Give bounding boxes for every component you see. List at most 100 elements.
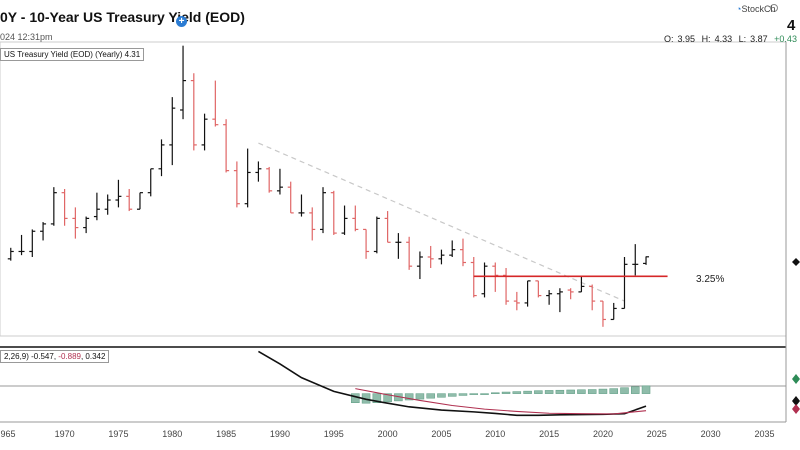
ohlc-bar (190, 73, 197, 151)
ohlc-bar (341, 205, 348, 235)
x-tick-label: 2015 (539, 429, 560, 439)
histogram-bar (523, 390, 532, 394)
chart-title: 0Y - 10-Year US Treasury Yield (EOD) (0, 9, 245, 25)
ohlc-bar (599, 300, 606, 327)
ohlc-bars (7, 45, 650, 327)
histogram-bar (480, 393, 489, 395)
histogram-bar (566, 389, 575, 394)
ohlc-bar (643, 256, 650, 265)
signal-marker-icon (792, 404, 800, 414)
x-tick-label: 2000 (377, 429, 398, 439)
ohlc-bar (309, 207, 316, 241)
x-tick-label: 1975 (108, 429, 129, 439)
ohlc-bar (40, 222, 47, 241)
ohlc-bar (244, 148, 251, 208)
histogram-bar (631, 386, 640, 394)
histogram-bar (641, 385, 651, 394)
ohlc-bar (481, 262, 488, 298)
histogram-bar (620, 387, 629, 394)
ohlc-bar (567, 288, 574, 300)
ohlc-bar (395, 233, 402, 259)
ohlc-bar (104, 194, 111, 215)
ohlc-bar (7, 247, 14, 261)
x-tick-label: 1995 (323, 429, 344, 439)
ohlc-bar (459, 238, 466, 267)
ohlc-bar (50, 187, 57, 226)
macd-histogram (351, 385, 651, 404)
ohlc-bar (233, 161, 240, 208)
ohlc-bar (503, 268, 510, 305)
ohlc-bar (93, 192, 100, 221)
ohlc-bar (223, 119, 230, 173)
ohlc-bar (416, 251, 423, 280)
ohlc-bar (330, 190, 337, 235)
histogram-bar (404, 393, 414, 401)
last-price: 4 (787, 17, 796, 34)
add-symbol-icon[interactable]: + (176, 16, 187, 27)
histogram-bar (534, 390, 543, 394)
ohlc-bar (427, 245, 434, 269)
ohlc-bar (578, 276, 585, 293)
ohlc-bar (632, 244, 639, 276)
ohlc-bar (610, 302, 617, 321)
ohlc-bar (449, 240, 456, 257)
trendline[interactable] (258, 142, 625, 302)
ohlc-bar (621, 256, 628, 310)
ohlc-bar (201, 113, 208, 151)
price-legend[interactable]: US Treasury Yield (EOD) (Yearly) 4.31 (0, 48, 145, 61)
macd-polyline (258, 350, 647, 417)
ohlc-bar (169, 97, 176, 166)
change-value: +0.43 (+ (774, 34, 800, 44)
x-tick-label: 2020 (592, 429, 613, 439)
stockcharts-logo: ◔StockCh (736, 4, 776, 14)
ohlc-bar (524, 280, 531, 307)
histogram-bar (469, 393, 479, 395)
histogram-bar (437, 393, 446, 398)
x-tick-label: 2030 (700, 429, 721, 439)
macd-marker-icon (792, 396, 800, 406)
ohlc-bar (513, 291, 520, 311)
histogram-bar (598, 388, 608, 394)
ohlc-bar (276, 168, 283, 195)
histogram-bar (544, 390, 554, 394)
x-tick-label: 1970 (54, 429, 75, 439)
x-tick-label: 2025 (646, 429, 667, 439)
signal-line (355, 388, 647, 415)
x-tick-label: 2005 (431, 429, 452, 439)
chart-frame (0, 41, 787, 423)
timestamp: 024 12:31pm (0, 32, 53, 42)
low-value: 3.87 (750, 34, 768, 44)
ohlc-bar (492, 262, 499, 292)
histogram-bar (415, 393, 425, 400)
ohlc-bar (136, 192, 143, 210)
histogram-bar (512, 391, 522, 394)
x-tick-label: 1980 (162, 429, 183, 439)
high-value: 4.33 (714, 34, 733, 44)
histogram-bar (426, 393, 435, 399)
x-tick-label: 2035 (754, 429, 775, 439)
ohlc-bar (556, 288, 563, 313)
ohlc-bar (373, 216, 380, 254)
histogram-bar (577, 389, 586, 394)
macd-line (258, 350, 647, 417)
histogram-bar (447, 393, 457, 397)
ohlc-bar (83, 216, 90, 234)
ohlc-bar (18, 234, 25, 256)
settings-icon[interactable] (770, 4, 778, 12)
ohlc-readout: O:3.95 H:4.33 L:3.87 +0.43 (+ (664, 34, 800, 44)
ohlc-bar (126, 189, 133, 212)
x-tick-label: 2010 (485, 429, 506, 439)
histogram-bar (555, 389, 565, 394)
signal-polyline (355, 388, 647, 415)
ohlc-bar (470, 256, 477, 298)
ohlc-bar (406, 236, 413, 270)
histogram-bar (501, 391, 511, 394)
macd-legend[interactable]: 2,26,9) -0.547, -0.889, 0.342 (0, 350, 110, 363)
histogram-bar (372, 393, 382, 403)
open-value: 3.95 (677, 34, 696, 44)
ohlc-bar (72, 207, 79, 239)
ohlc-bar (147, 168, 154, 197)
ohlc-bar (287, 181, 294, 214)
ohlc-bar (535, 280, 542, 298)
